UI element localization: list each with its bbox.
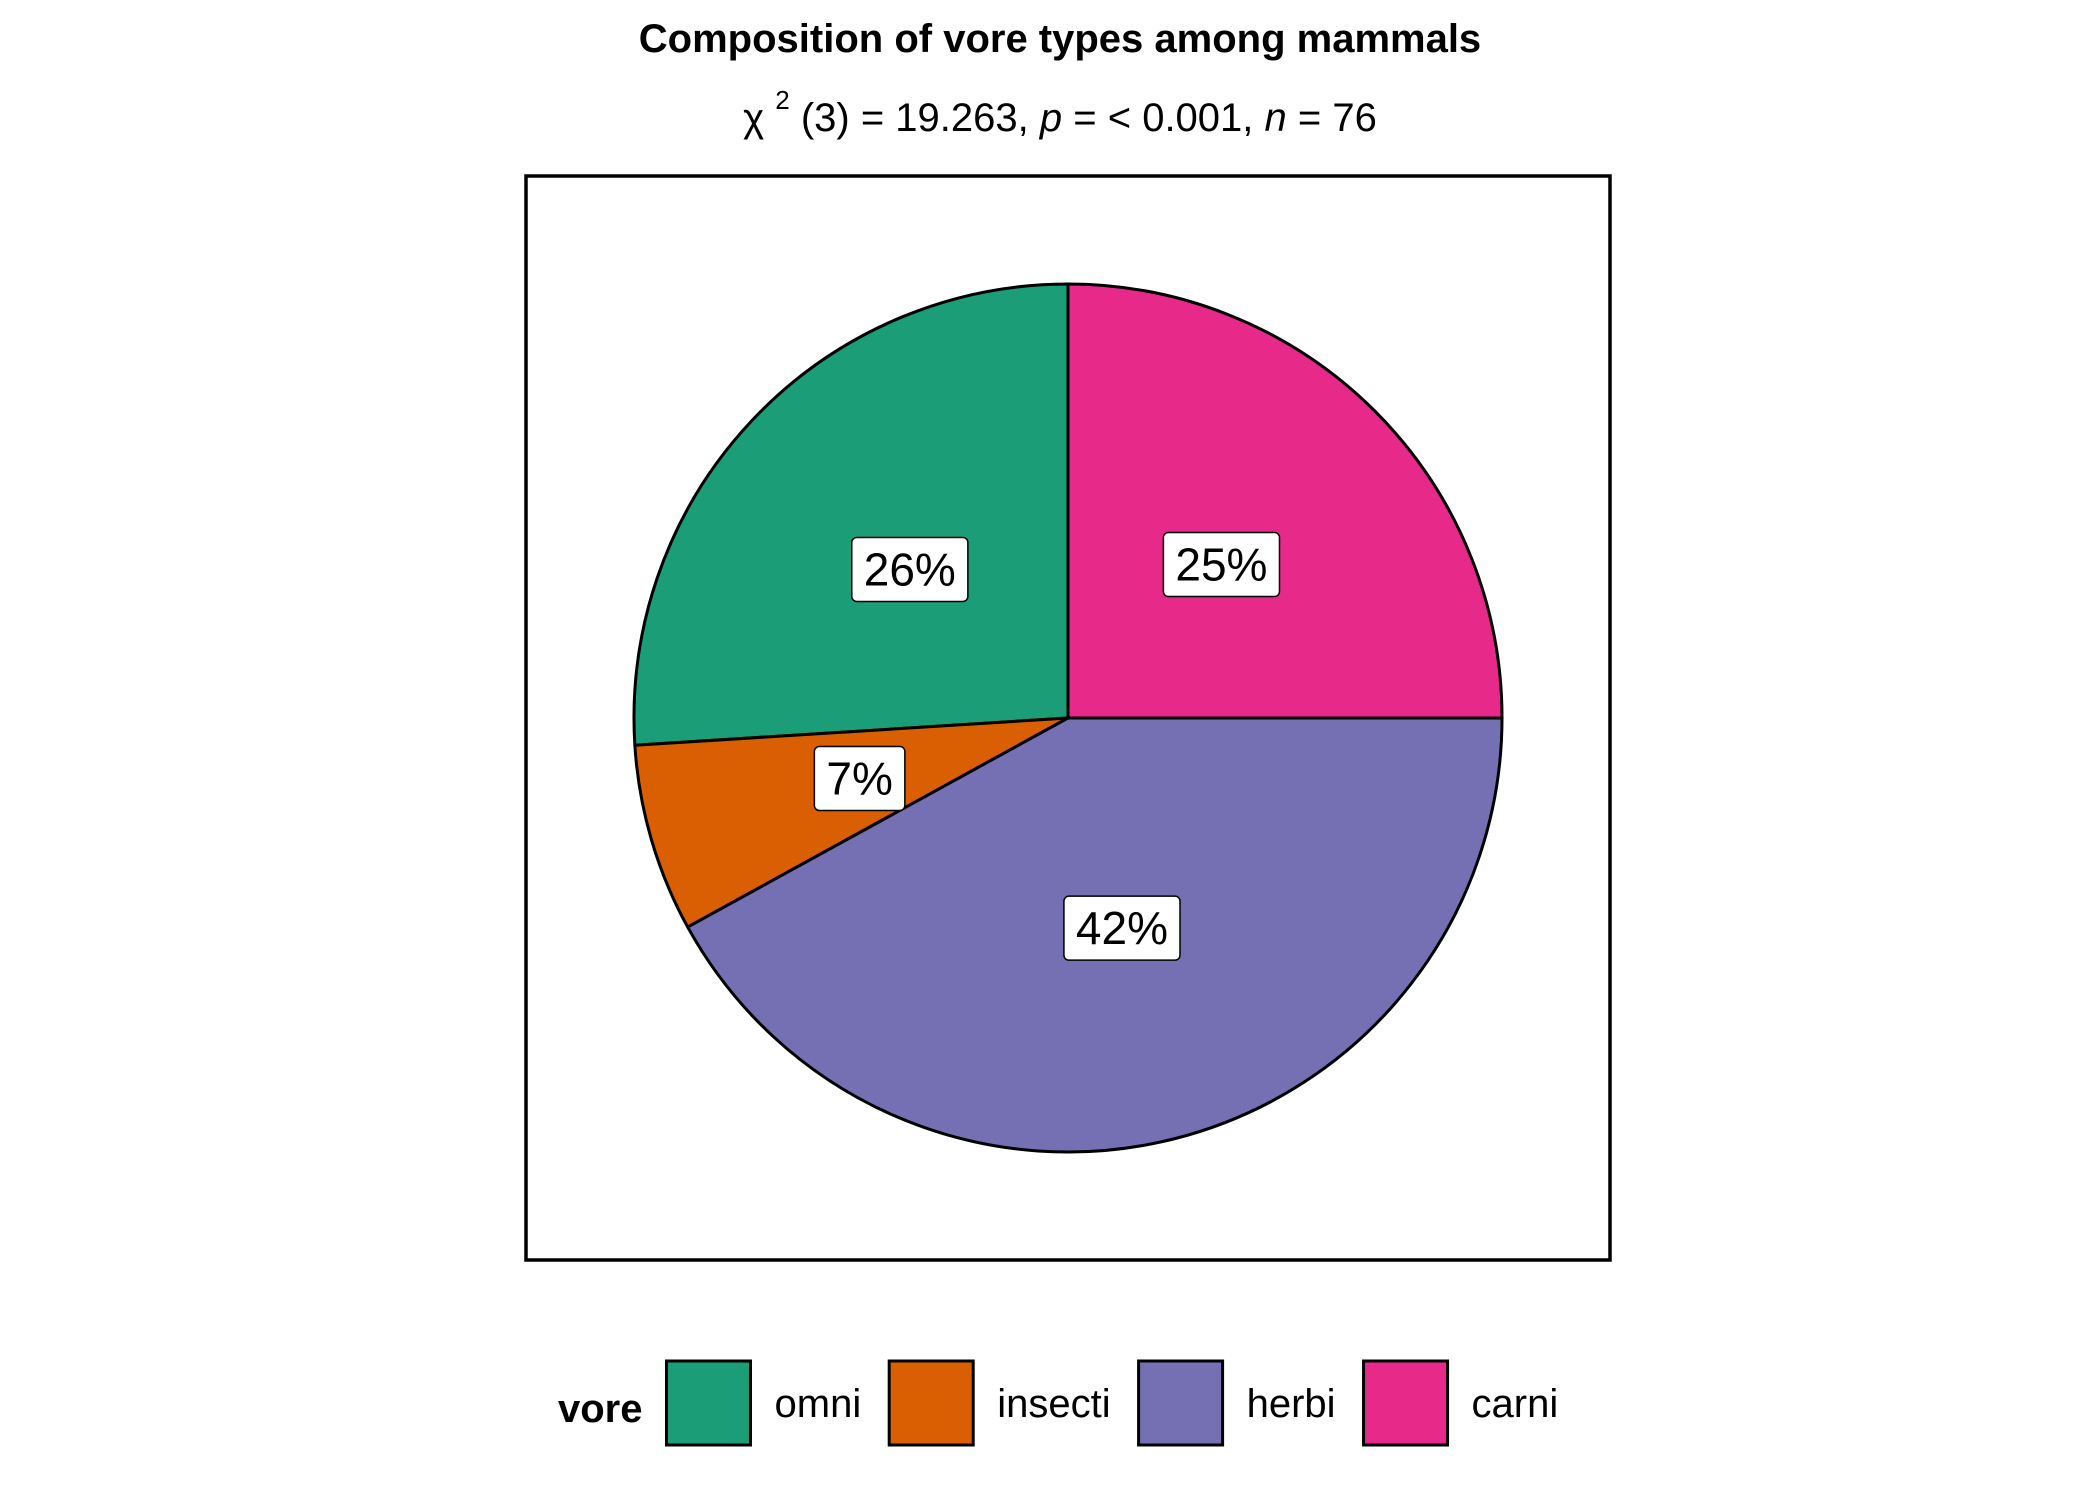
legend-label-insecti: insecti	[997, 1382, 1110, 1426]
subtitle-n-label: n	[1265, 96, 1287, 140]
legend-key-carni	[1362, 1359, 1450, 1447]
chart-subtitle: χ 2 (3) = 19.263, p = < 0.001, n = 76	[743, 74, 1377, 140]
pie-slice-omni	[632, 282, 1070, 747]
slice-label-text-carni: 25%	[1175, 539, 1267, 591]
slice-labels: 26% 7% 42% 25%	[813, 531, 1281, 961]
slice-label-insecti: 7%	[813, 745, 906, 812]
legend-item-insecti: insecti	[887, 1359, 1111, 1447]
subtitle-chi: χ	[743, 96, 764, 140]
legend-key-omni	[665, 1359, 752, 1447]
subtitle-p-value: = < 0.001,	[1073, 96, 1264, 140]
legend-item-omni: omni	[665, 1359, 862, 1447]
slice-label-omni: 26%	[851, 536, 969, 603]
pie-slice-carni	[1066, 282, 1504, 720]
slice-label-box-herbi	[1063, 895, 1181, 961]
slice-label-text-herbi: 42%	[1076, 902, 1168, 954]
legend-item-carni: carni	[1362, 1359, 1559, 1447]
subtitle-chi-superscript: 2	[775, 85, 789, 115]
subtitle-p-label: p	[1039, 96, 1062, 140]
slice-label-herbi: 42%	[1063, 895, 1181, 961]
legend-title: vore	[558, 1387, 643, 1431]
pie-slices	[632, 282, 1504, 1154]
slice-label-box-insecti	[813, 745, 906, 812]
subtitle-df: (3) = 19.263,	[801, 96, 1040, 140]
legend-key-insecti	[887, 1359, 975, 1447]
slice-label-text-insecti: 7%	[826, 753, 892, 805]
legend-label-carni: carni	[1472, 1382, 1559, 1426]
subtitle-n-value: = 76	[1298, 96, 1377, 140]
legend: vore omni insecti herbi carni	[558, 1359, 1559, 1447]
slice-label-text-omni: 26%	[864, 543, 956, 595]
legend-item-herbi: herbi	[1137, 1359, 1336, 1447]
slice-label-box-carni	[1162, 531, 1281, 598]
slice-label-box-omni	[851, 536, 969, 603]
legend-key-herbi	[1137, 1359, 1225, 1447]
pie-slice-insecti	[633, 716, 1070, 929]
chart-title: Composition of vore types among mammals	[639, 17, 1481, 61]
slice-label-carni: 25%	[1162, 531, 1281, 598]
legend-label-herbi: herbi	[1247, 1382, 1336, 1426]
legend-label-omni: omni	[775, 1382, 862, 1426]
